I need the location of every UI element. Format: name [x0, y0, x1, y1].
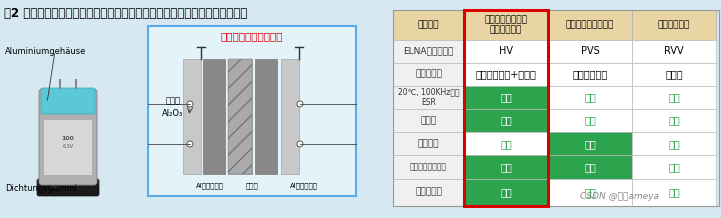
Text: 出色: 出色: [584, 139, 596, 149]
Circle shape: [297, 101, 303, 107]
Text: 电介质: 电介质: [166, 97, 180, 106]
Text: 铝电解电容器: 铝电解电容器: [658, 20, 690, 29]
Bar: [632, 179, 716, 206]
Bar: [464, 39, 548, 63]
Bar: [228, 59, 252, 174]
Circle shape: [297, 141, 303, 147]
FancyBboxPatch shape: [41, 88, 95, 114]
Text: Aluminiumgehäuse: Aluminiumgehäuse: [5, 46, 87, 56]
Text: 普通: 普通: [668, 187, 680, 197]
Circle shape: [187, 141, 193, 147]
Bar: [548, 179, 632, 206]
Text: Dichtungsgummi: Dichtungsgummi: [5, 184, 77, 192]
Text: Al箔（阴极）: Al箔（阴极）: [290, 183, 318, 189]
Text: PVS: PVS: [580, 46, 599, 56]
Bar: [393, 86, 464, 109]
Text: HV: HV: [499, 46, 513, 56]
Text: 6.3V: 6.3V: [63, 145, 74, 150]
FancyBboxPatch shape: [37, 179, 99, 196]
Bar: [548, 39, 632, 63]
Bar: [255, 59, 277, 174]
Bar: [632, 155, 716, 179]
Text: Al箔（阳极）: Al箔（阳极）: [196, 183, 224, 189]
Bar: [548, 155, 632, 179]
Text: CSDN @皇华ameya: CSDN @皇华ameya: [580, 192, 660, 201]
Bar: [393, 10, 719, 206]
Text: 导电性高分子+电解液: 导电性高分子+电解液: [476, 69, 536, 79]
Text: 出色: 出色: [500, 116, 512, 126]
Text: 电解液＋导电性高分子: 电解液＋导电性高分子: [221, 31, 283, 41]
Text: 普通: 普通: [668, 162, 680, 172]
Bar: [183, 59, 201, 174]
Circle shape: [187, 101, 193, 107]
Text: RVV: RVV: [664, 46, 684, 56]
Bar: [464, 155, 548, 179]
Bar: [464, 63, 548, 86]
Bar: [44, 120, 92, 175]
Bar: [393, 39, 464, 63]
Text: 纹波电流: 纹波电流: [417, 139, 439, 148]
Bar: [393, 179, 464, 206]
Text: 20℃, 100KHz下的
ESR: 20℃, 100KHz下的 ESR: [398, 88, 459, 107]
Text: 出色: 出色: [500, 187, 512, 197]
Bar: [148, 26, 356, 196]
Text: 普通: 普通: [584, 187, 596, 197]
Bar: [464, 10, 548, 39]
Text: 普通: 普通: [668, 139, 680, 149]
Text: 出色: 出色: [500, 92, 512, 102]
Text: 电解液: 电解液: [665, 69, 683, 79]
Text: 优秀: 优秀: [584, 92, 596, 102]
Text: ELNA的产品系列: ELNA的产品系列: [403, 47, 454, 56]
Bar: [464, 109, 548, 132]
Bar: [393, 10, 464, 39]
Bar: [464, 179, 548, 206]
Bar: [393, 109, 464, 132]
Bar: [464, 132, 548, 155]
Text: 产品类型: 产品类型: [417, 20, 439, 29]
Bar: [548, 63, 632, 86]
Text: 分离器: 分离器: [246, 183, 258, 189]
Text: 优秀: 优秀: [668, 116, 680, 126]
Text: 普通: 普通: [668, 92, 680, 102]
Bar: [632, 86, 716, 109]
Text: 低温时的高频特性: 低温时的高频特性: [410, 162, 447, 172]
Text: 导电性高分子混合
铝电解电容器: 导电性高分子混合 铝电解电容器: [485, 15, 528, 34]
Bar: [632, 132, 716, 155]
Text: 导电性高分子: 导电性高分子: [572, 69, 608, 79]
Bar: [393, 63, 464, 86]
Text: 优秀: 优秀: [500, 139, 512, 149]
Text: 普通: 普通: [584, 116, 596, 126]
Text: 漏电流: 漏电流: [420, 116, 436, 125]
Bar: [632, 10, 716, 39]
Bar: [393, 132, 464, 155]
Bar: [203, 59, 225, 174]
Bar: [548, 109, 632, 132]
Text: 出色: 出色: [584, 162, 596, 172]
Text: 可用电解质: 可用电解质: [415, 70, 442, 79]
Text: 出色: 出色: [500, 162, 512, 172]
Bar: [281, 59, 299, 174]
Bar: [632, 109, 716, 132]
Bar: [464, 10, 548, 206]
Bar: [632, 63, 716, 86]
Text: 图2 导电性高分子混合铝电解电容器的结构以及与其他类型电容器的特性比较: 图2 导电性高分子混合铝电解电容器的结构以及与其他类型电容器的特性比较: [4, 7, 247, 20]
FancyBboxPatch shape: [39, 89, 97, 185]
Text: Al₂O₃: Al₂O₃: [162, 109, 184, 118]
Bar: [632, 39, 716, 63]
Bar: [464, 86, 548, 109]
Bar: [548, 10, 632, 39]
Text: 可保障寿命: 可保障寿命: [415, 188, 442, 197]
Bar: [393, 155, 464, 179]
Text: 导电性高分子电容器: 导电性高分子电容器: [566, 20, 614, 29]
Bar: [548, 86, 632, 109]
Bar: [548, 132, 632, 155]
Text: 100: 100: [61, 136, 74, 140]
Bar: [228, 59, 252, 174]
